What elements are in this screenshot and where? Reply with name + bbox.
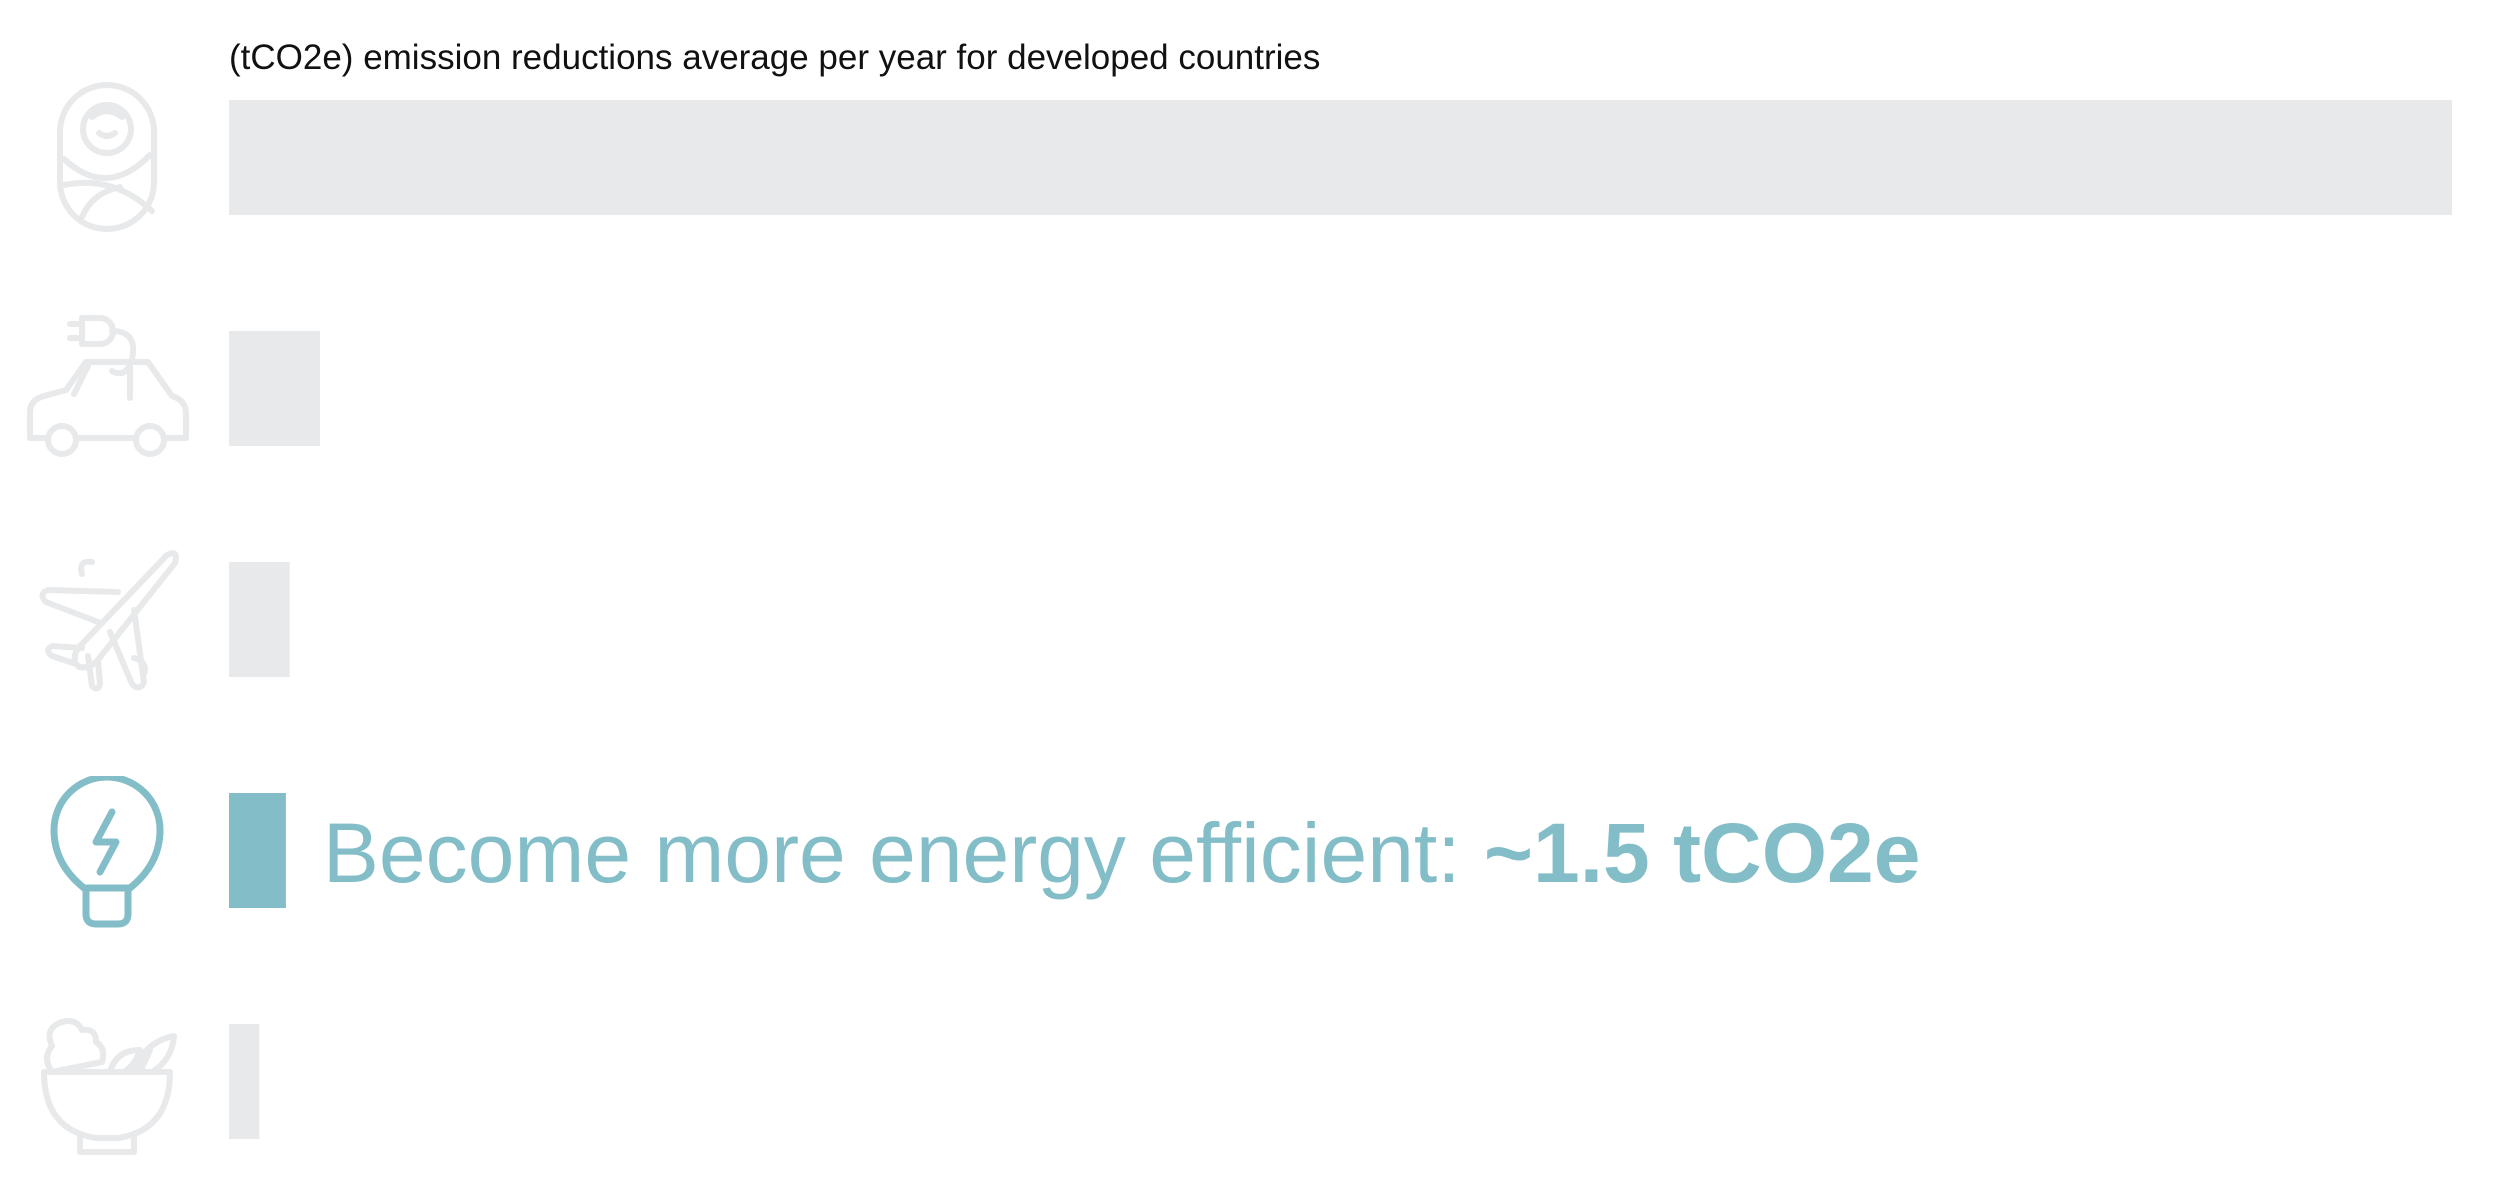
salad-bowl-icon (22, 1010, 192, 1170)
lightbulb-icon (22, 776, 192, 936)
airplane-icon (22, 540, 192, 700)
bar-salad-bowl (229, 1024, 260, 1139)
chart-title: (tCO2e) emission reductions average per … (229, 38, 1321, 77)
bar-lightbulb (229, 793, 286, 908)
bar-airplane (229, 562, 290, 677)
bar-label-text: Become more energy efficient: (322, 806, 1484, 900)
bar-baby (229, 100, 2452, 215)
bar-electric-car (229, 331, 321, 446)
baby-icon (22, 77, 192, 237)
electric-car-icon (22, 310, 192, 470)
bar-value-label: ~1.5 tCO2e (1483, 806, 1921, 900)
bar-label: Become more energy efficient: ~1.5 tCO2e (323, 811, 1921, 895)
